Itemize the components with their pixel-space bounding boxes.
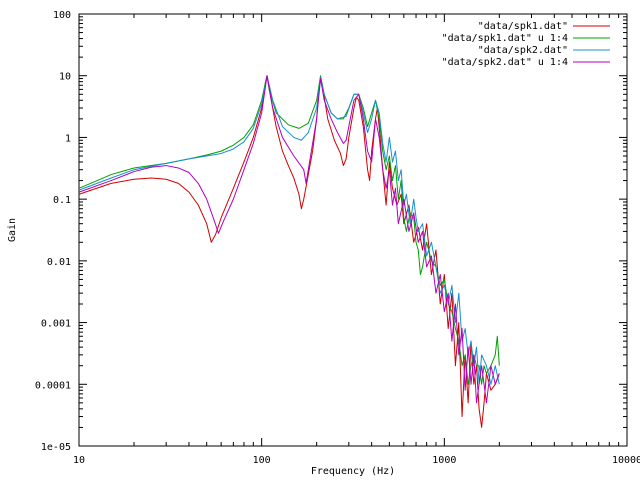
x-tick-label: 100 [253,455,271,466]
series-line-1 [78,75,500,428]
x-tick-label: 1000 [432,455,456,466]
legend-label-3: "data/spk2.dat" [478,45,568,56]
y-tick-label: 0.01 [47,257,71,268]
y-axis-label: Gain [7,218,18,242]
y-tick-label: 10 [59,72,71,83]
series-line-4 [78,75,500,404]
legend-label-2: "data/spk1.dat" u 1:4 [442,33,568,44]
y-tick-label: 1e-05 [41,442,71,453]
y-tick-label: 0.001 [41,319,71,330]
x-axis-label: Frequency (Hz) [311,466,395,477]
series-group [78,75,500,428]
legend-label-4: "data/spk2.dat" u 1:4 [442,57,568,68]
plot-frame [78,13,628,447]
y-tick-label: 100 [53,10,71,21]
x-tick-label: 10000 [612,455,640,466]
series-line-2 [78,75,500,385]
tick-group: 10 100 1000 10000 1e-05 0.0001 0.001 0.01 0.1 1 10… [35,10,640,466]
legend: "data/spk1.dat""data/spk1.dat" u 1:4"dat… [442,21,610,68]
y-tick-label: 0.0001 [35,380,71,391]
legend-label-1: "data/spk1.dat" [478,21,568,32]
x-tick-label: 10 [73,455,85,466]
series-line-3 [78,75,500,385]
y-tick-label: 0.1 [53,195,71,206]
y-tick-label: 1 [65,133,71,144]
